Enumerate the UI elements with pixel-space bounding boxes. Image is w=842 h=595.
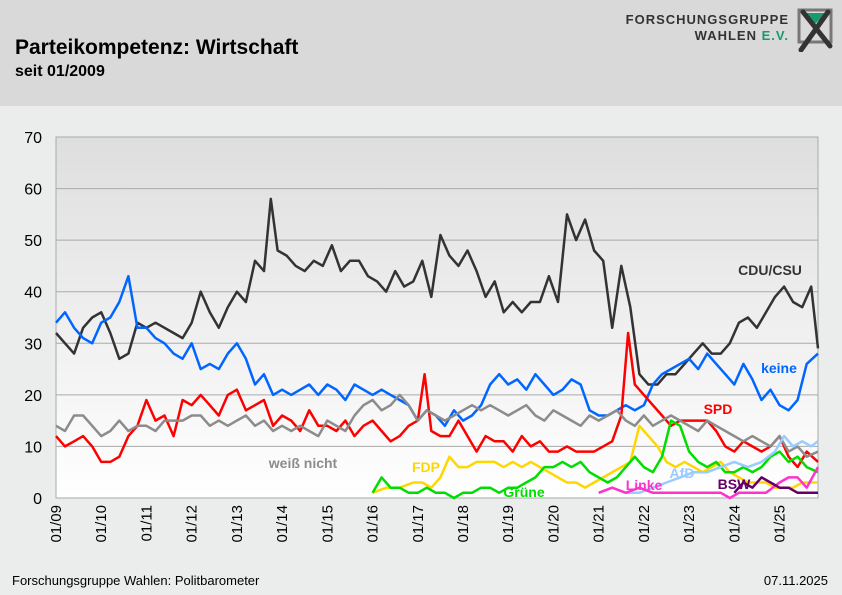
- y-axis-ticks: 0 10 20 30 40 50 60 70: [24, 130, 42, 508]
- series-line-spd: [55, 331, 819, 469]
- y-tick-label: 10: [24, 439, 42, 456]
- series-line-bsw: [733, 476, 818, 495]
- x-tick-label: 01/19: [500, 505, 517, 543]
- logo-text-line1: FORSCHUNGSGRUPPE: [625, 12, 789, 27]
- logo-ev: E.V.: [761, 28, 789, 43]
- x-tick-label: 01/09: [48, 505, 65, 543]
- x-tick-label: 01/15: [319, 505, 336, 543]
- y-tick-label: 40: [24, 285, 42, 302]
- series-lines: [55, 197, 820, 500]
- y-tick-label: 30: [24, 336, 42, 353]
- series-label: SPD: [704, 401, 733, 417]
- series-label: weiß nicht: [268, 455, 338, 471]
- x-tick-label: 01/14: [274, 505, 291, 543]
- x-tick-label: 01/12: [184, 505, 201, 543]
- series-label: Linke: [626, 477, 663, 493]
- footer-date: 07.11.2025: [763, 573, 828, 588]
- series-line-cdu-csu: [55, 197, 820, 386]
- logo-text-line2: WAHLEN E.V.: [695, 28, 789, 43]
- footer-source: Forschungsgruppe Wahlen: Politbarometer: [12, 573, 260, 588]
- x-tick-label: 01/11: [138, 505, 155, 541]
- x-tick-label: 01/20: [545, 505, 562, 543]
- x-tick-label: 01/18: [455, 505, 472, 543]
- series-label: keine: [761, 360, 797, 376]
- y-tick-label: 20: [24, 388, 42, 405]
- series-label: FDP: [412, 459, 440, 475]
- x-tick-label: 01/25: [772, 505, 789, 543]
- x-tick-label: 01/13: [229, 505, 246, 543]
- gridlines: [56, 188, 818, 447]
- y-tick-label: 50: [24, 233, 42, 250]
- logo-wahlen: WAHLEN: [694, 28, 757, 43]
- y-tick-label: 70: [24, 130, 42, 147]
- x-axis-ticks: 01/09 01/10 01/11 01/12 01/13 01/14 01/15 01/16…: [48, 505, 789, 543]
- series-labels: CDU/CSU keine SPD weiß nicht FDP Grüne AfD Link…: [268, 262, 802, 500]
- series-label: CDU/CSU: [738, 262, 802, 278]
- x-tick-label: 01/17: [410, 505, 427, 543]
- x-tick-label: 01/10: [93, 505, 110, 543]
- x-tick-label: 01/24: [726, 505, 743, 543]
- x-tick-label: 01/23: [681, 505, 698, 543]
- series-line-linke: [598, 466, 820, 500]
- series-label: Grüne: [503, 484, 544, 500]
- x-tick-label: 01/22: [636, 505, 653, 543]
- series-line-afd: [598, 434, 819, 495]
- series-line-wei-nicht: [55, 393, 819, 458]
- header-band: Parteikompetenz: Wirtschaft seit 01/2009…: [0, 0, 842, 106]
- logo-x-icon: [797, 8, 833, 52]
- series-label: AfD: [670, 465, 695, 481]
- series-line-gr-ne: [371, 419, 819, 500]
- series-line-fdp: [372, 424, 818, 494]
- x-tick-label: 01/16: [365, 505, 382, 543]
- y-tick-label: 0: [33, 491, 42, 508]
- chart-title: Parteikompetenz: Wirtschaft: [15, 36, 299, 59]
- series-label: BSW: [718, 476, 751, 492]
- y-tick-label: 60: [24, 182, 42, 199]
- x-tick-label: 01/21: [591, 505, 608, 543]
- chart-subtitle: seit 01/2009: [15, 63, 105, 80]
- plot-area: [55, 136, 819, 499]
